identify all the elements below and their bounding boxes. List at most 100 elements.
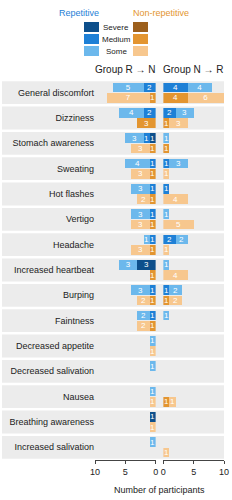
svg-text:1: 1 (150, 397, 155, 406)
svg-text:Repetitive: Repetitive (59, 8, 99, 18)
svg-text:Increased salivation: Increased salivation (14, 442, 94, 452)
svg-text:0: 0 (153, 467, 158, 477)
svg-text:1: 1 (150, 423, 155, 432)
svg-text:3: 3 (182, 108, 187, 117)
svg-text:Headache: Headache (53, 240, 94, 250)
svg-text:1: 1 (150, 245, 155, 254)
svg-text:1: 1 (164, 184, 169, 193)
svg-text:3: 3 (138, 245, 143, 254)
svg-text:1: 1 (164, 286, 169, 295)
svg-text:Increased heartbeat: Increased heartbeat (14, 265, 95, 275)
svg-text:1: 1 (164, 448, 169, 457)
svg-text:1: 1 (150, 159, 155, 168)
svg-text:1: 1 (164, 397, 169, 406)
svg-text:1: 1 (150, 184, 155, 193)
svg-text:1: 1 (150, 321, 155, 330)
svg-text:3: 3 (132, 134, 137, 143)
svg-text:2: 2 (147, 108, 152, 117)
svg-text:Group R → N: Group R → N (95, 64, 156, 75)
svg-text:5: 5 (191, 467, 196, 477)
svg-text:Dizziness: Dizziness (55, 113, 94, 123)
svg-text:1: 1 (150, 93, 155, 102)
svg-text:6: 6 (203, 93, 208, 102)
svg-text:Group N → R: Group N → R (163, 64, 224, 75)
svg-text:3: 3 (138, 210, 143, 219)
svg-text:4: 4 (135, 159, 140, 168)
svg-text:Vertigo: Vertigo (66, 214, 94, 224)
svg-text:1: 1 (144, 235, 149, 244)
svg-text:1: 1 (150, 286, 155, 295)
svg-text:2: 2 (147, 83, 152, 92)
svg-text:4: 4 (173, 195, 178, 204)
svg-text:1: 1 (150, 387, 155, 396)
svg-text:1: 1 (150, 169, 155, 178)
svg-text:Decreased salivation: Decreased salivation (10, 366, 94, 376)
svg-text:3: 3 (176, 119, 181, 128)
svg-text:3: 3 (144, 119, 149, 128)
svg-text:4: 4 (173, 93, 178, 102)
svg-text:5: 5 (123, 467, 128, 477)
svg-text:2: 2 (141, 321, 146, 330)
svg-text:2: 2 (173, 286, 178, 295)
svg-text:1: 1 (150, 134, 155, 143)
svg-text:1: 1 (164, 260, 169, 269)
svg-text:5: 5 (126, 83, 131, 92)
svg-text:4: 4 (173, 271, 178, 280)
svg-text:1: 1 (150, 235, 155, 244)
svg-text:2: 2 (167, 235, 172, 244)
svg-text:4: 4 (173, 83, 178, 92)
svg-text:1: 1 (144, 134, 149, 143)
svg-text:2: 2 (141, 195, 146, 204)
svg-text:Some: Some (106, 47, 127, 56)
svg-text:1: 1 (164, 169, 169, 178)
svg-text:4: 4 (129, 108, 134, 117)
svg-text:1: 1 (150, 412, 155, 421)
svg-text:2: 2 (167, 108, 172, 117)
svg-text:3: 3 (126, 260, 131, 269)
svg-text:Stomach awareness: Stomach awareness (12, 138, 94, 148)
svg-text:Number of participants: Number of participants (114, 485, 205, 495)
svg-text:1: 1 (164, 296, 169, 305)
svg-text:4: 4 (197, 83, 202, 92)
svg-text:1: 1 (164, 134, 169, 143)
svg-text:1: 1 (164, 245, 169, 254)
svg-text:Faintness: Faintness (55, 316, 95, 326)
svg-text:2: 2 (141, 296, 146, 305)
svg-text:1: 1 (164, 144, 169, 153)
svg-text:Sweating: Sweating (57, 164, 94, 174)
svg-text:1: 1 (150, 362, 155, 371)
svg-text:1: 1 (150, 336, 155, 345)
svg-text:5: 5 (176, 220, 181, 229)
svg-text:1: 1 (164, 119, 169, 128)
svg-text:3: 3 (138, 144, 143, 153)
svg-text:Medium: Medium (102, 35, 131, 44)
svg-text:Hot flashes: Hot flashes (49, 189, 95, 199)
svg-text:1: 1 (164, 159, 169, 168)
svg-text:1: 1 (150, 296, 155, 305)
svg-text:3: 3 (138, 169, 143, 178)
svg-text:Burping: Burping (63, 290, 94, 300)
svg-text:3: 3 (138, 220, 143, 229)
svg-text:3: 3 (144, 260, 149, 269)
svg-text:1: 1 (150, 438, 155, 447)
svg-text:2: 2 (141, 311, 146, 320)
svg-text:3: 3 (138, 286, 143, 295)
svg-text:2: 2 (173, 296, 178, 305)
svg-text:1: 1 (164, 210, 169, 219)
svg-text:1: 1 (170, 397, 175, 406)
svg-text:7: 7 (126, 93, 131, 102)
svg-text:3: 3 (176, 159, 181, 168)
svg-text:Severe: Severe (103, 23, 129, 32)
svg-text:10: 10 (219, 467, 229, 477)
svg-text:3: 3 (138, 184, 143, 193)
svg-text:Decreased appetite: Decreased appetite (16, 341, 94, 351)
svg-text:1: 1 (150, 195, 155, 204)
svg-text:1: 1 (150, 220, 155, 229)
svg-text:1: 1 (164, 311, 169, 320)
svg-text:1: 1 (150, 271, 155, 280)
svg-text:General discomfort: General discomfort (18, 88, 95, 98)
svg-text:0: 0 (161, 467, 166, 477)
svg-text:1: 1 (150, 210, 155, 219)
svg-text:Non-repetitive: Non-repetitive (133, 8, 189, 18)
svg-text:1: 1 (150, 311, 155, 320)
